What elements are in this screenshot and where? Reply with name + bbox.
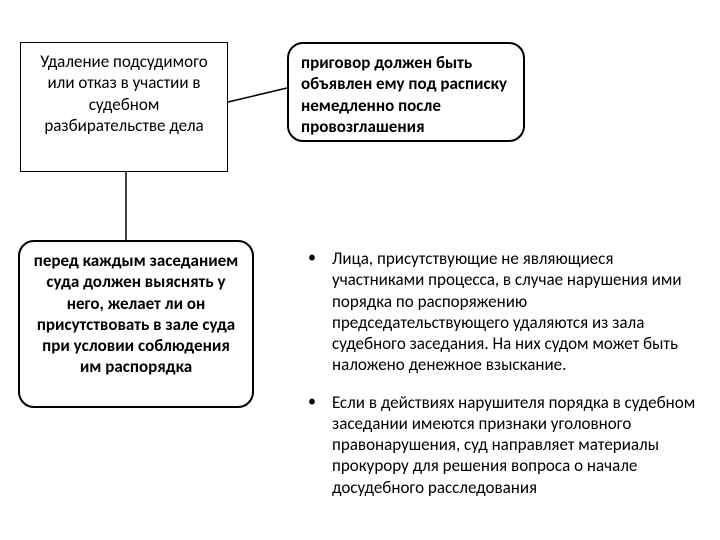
box-verdict-announcement-text: приговор должен быть объявлен ему под ра… <box>301 52 507 137</box>
bullet-item: Лица, присутствующие не являющиеся участ… <box>298 248 698 376</box>
connector-line-1 <box>228 88 287 102</box>
bullet-item: Если в действиях нарушителя порядка в су… <box>298 392 698 498</box>
bullet-item-text: Если в действиях нарушителя порядка в су… <box>332 392 695 498</box>
box-removal-defendant-text: Удаление подсудимого или отказ в участии… <box>40 51 207 136</box>
bullet-list: Лица, присутствующие не являющиеся участ… <box>298 248 698 514</box>
box-verdict-announcement: приговор должен быть объявлен ему под ра… <box>287 42 525 142</box>
bullet-item-text: Лица, присутствующие не являющиеся участ… <box>332 248 682 375</box>
box-removal-defendant: Удаление подсудимого или отказ в участии… <box>20 42 228 172</box>
box-before-session: перед каждым заседанием суда должен выяс… <box>18 240 254 408</box>
box-before-session-text: перед каждым заседанием суда должен выяс… <box>34 250 239 377</box>
